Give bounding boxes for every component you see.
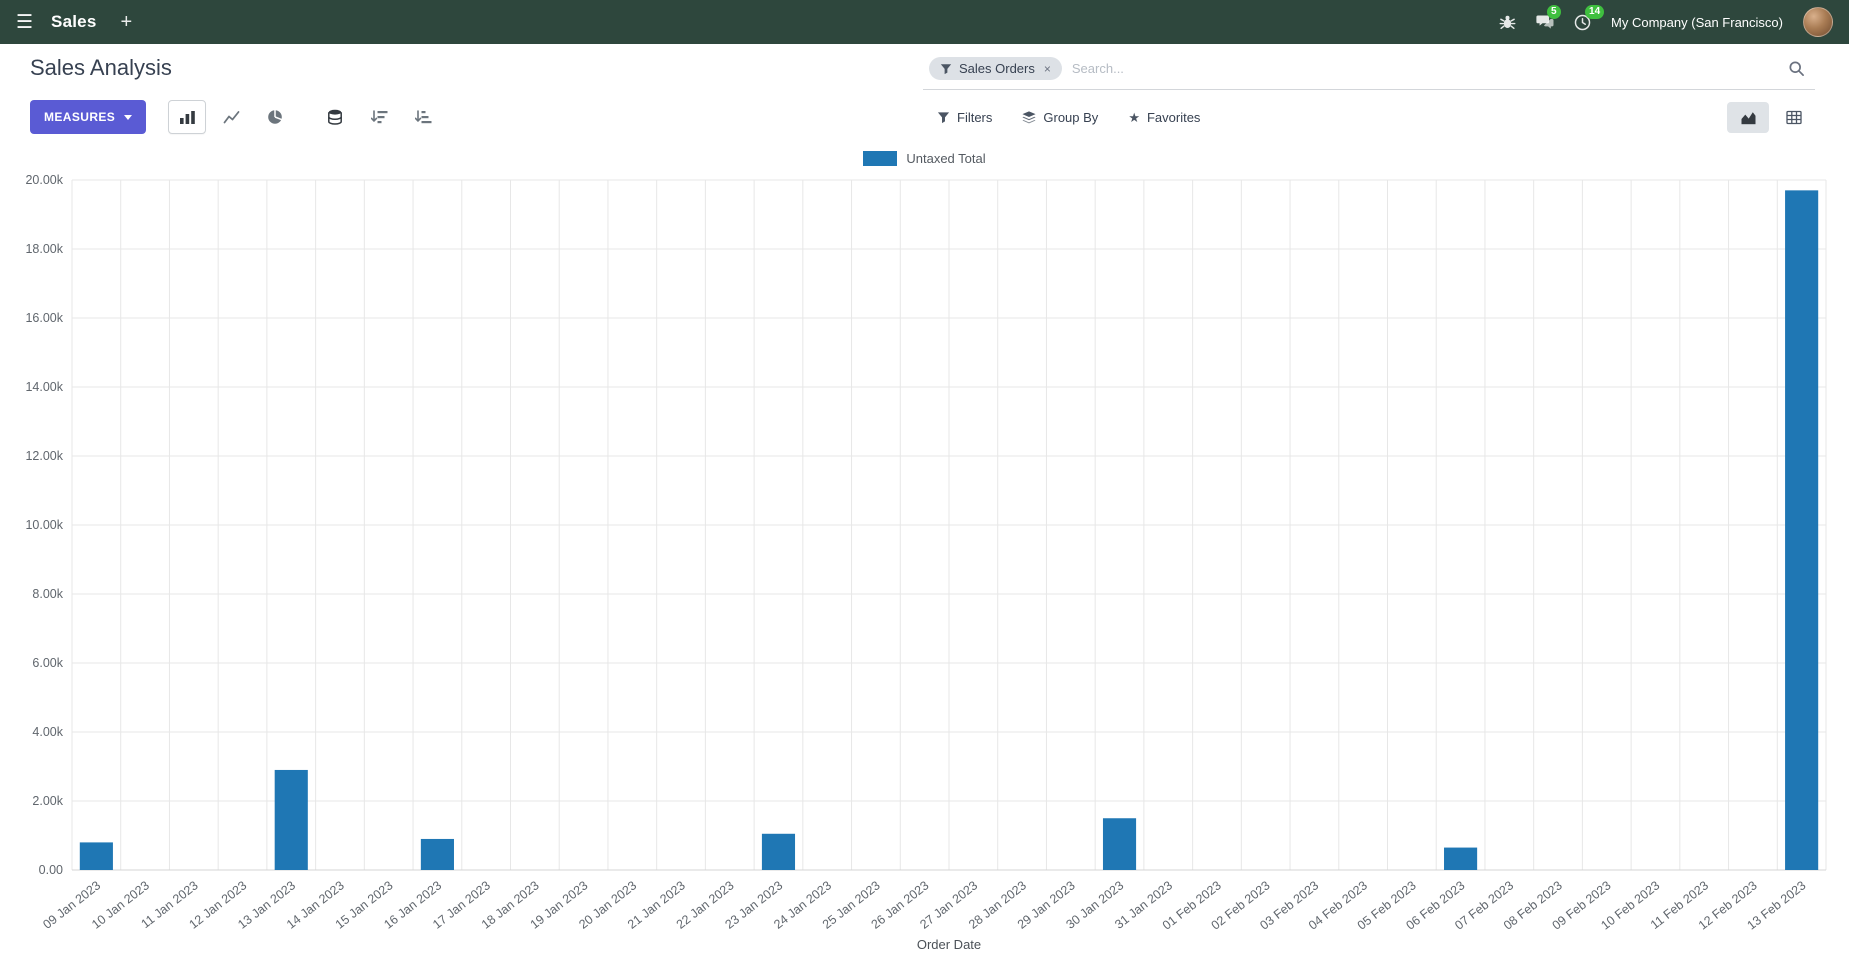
search-input[interactable]: Search... [1071, 61, 1124, 76]
pie-chart-button[interactable] [256, 100, 294, 134]
bar-7[interactable] [420, 838, 454, 870]
search-area: Sales Orders × Search... [923, 54, 1815, 90]
page-title: Sales Analysis [30, 55, 172, 80]
search-bar[interactable]: Sales Orders × Search... [923, 54, 1815, 90]
legend-label: Untaxed Total [906, 150, 986, 166]
chart-legend[interactable]: Untaxed Total [0, 144, 1849, 170]
y-tick-label: 20.00k [25, 173, 63, 187]
graph-view-button[interactable] [1727, 101, 1769, 133]
favorites-button[interactable]: ★ Favorites [1128, 110, 1200, 125]
user-avatar[interactable] [1803, 7, 1833, 37]
measures-label: MEASURES [44, 110, 116, 124]
y-tick-label: 0.00 [39, 863, 63, 877]
x-axis-title: Order Date [917, 937, 981, 952]
y-tick-label: 10.00k [25, 518, 63, 532]
filter-funnel-icon [937, 111, 950, 124]
y-tick-label: 4.00k [32, 725, 63, 739]
y-tick-label: 8.00k [32, 587, 63, 601]
messages-icon[interactable]: 5 [1536, 5, 1561, 30]
bar-21[interactable] [1102, 818, 1137, 870]
company-switcher[interactable]: My Company (San Francisco) [1611, 14, 1783, 30]
search-facet-buttons: Filters Group By ★ Favorites [923, 110, 1200, 125]
search-facet-label: Sales Orders [959, 61, 1035, 76]
search-facet-sales-orders[interactable]: Sales Orders × [929, 57, 1062, 80]
bar-28[interactable] [1444, 847, 1478, 870]
chevron-down-icon [124, 114, 133, 120]
layers-icon [1022, 110, 1036, 124]
y-tick-label: 12.00k [25, 449, 63, 463]
view-switcher [1727, 101, 1815, 133]
activities-clock-icon[interactable]: 14 [1574, 4, 1605, 31]
bar-chart-canvas: 0.00 2.00k 4.00k 6.00k 8.00k 10.00k 12.00k 14.0… [25, 173, 1827, 952]
debug-bug-icon[interactable] [1499, 14, 1516, 31]
sales-analysis-chart: Untaxed Total 0.00 2.00k 4.00k 6.00k 8.00k 10… [0, 144, 1849, 958]
sort-descending-button[interactable] [360, 100, 398, 134]
group-by-button[interactable]: Group By [1022, 110, 1098, 125]
plus-icon[interactable]: + [120, 10, 133, 33]
bar-4[interactable] [274, 769, 308, 870]
bar-14[interactable] [761, 833, 796, 870]
favorites-label: Favorites [1146, 109, 1201, 125]
group-by-label: Group By [1043, 109, 1099, 125]
sort-ascending-button[interactable] [404, 100, 442, 134]
measures-button[interactable]: MEASURES [30, 100, 147, 134]
messages-badge: 5 [1547, 5, 1561, 19]
search-tools: Filters Group By ★ Favorites [923, 101, 1815, 133]
control-panel-bottom-row: MEASURES [30, 100, 1815, 134]
y-tick-label: 2.00k [32, 794, 63, 808]
app-name[interactable]: Sales [51, 12, 97, 31]
pivot-view-button[interactable] [1773, 102, 1815, 133]
search-icon[interactable] [1788, 60, 1805, 77]
y-tick-label: 6.00k [32, 656, 63, 670]
activities-badge: 14 [1585, 4, 1605, 19]
navbar-left: ☰ Sales + [16, 11, 132, 34]
filter-funnel-icon [940, 63, 952, 75]
bar-35[interactable] [1785, 190, 1819, 871]
filters-button[interactable]: Filters [937, 110, 992, 125]
graph-toolbar: MEASURES [30, 100, 923, 134]
star-icon: ★ [1128, 109, 1140, 125]
line-chart-button[interactable] [212, 100, 250, 134]
top-navbar: ☰ Sales + 5 14 My Company (San Fran [0, 0, 1849, 44]
y-tick-label: 18.00k [25, 242, 63, 256]
control-panel: Sales Analysis Sales Orders × Search... [0, 44, 1849, 144]
navbar-right: 5 14 My Company (San Francisco) [1499, 4, 1833, 37]
legend-swatch[interactable] [863, 150, 898, 166]
y-tick-label: 16.00k [25, 311, 63, 325]
control-panel-top-row: Sales Analysis Sales Orders × Search... [30, 54, 1815, 90]
stacked-toggle-button[interactable] [316, 100, 354, 134]
filters-label: Filters [957, 109, 993, 125]
facet-remove-icon[interactable]: × [1043, 61, 1051, 76]
y-tick-label: 14.00k [25, 380, 63, 394]
bar-0[interactable] [79, 842, 113, 870]
bar-chart-button[interactable] [168, 100, 207, 134]
apps-menu-icon[interactable]: ☰ [16, 11, 34, 33]
